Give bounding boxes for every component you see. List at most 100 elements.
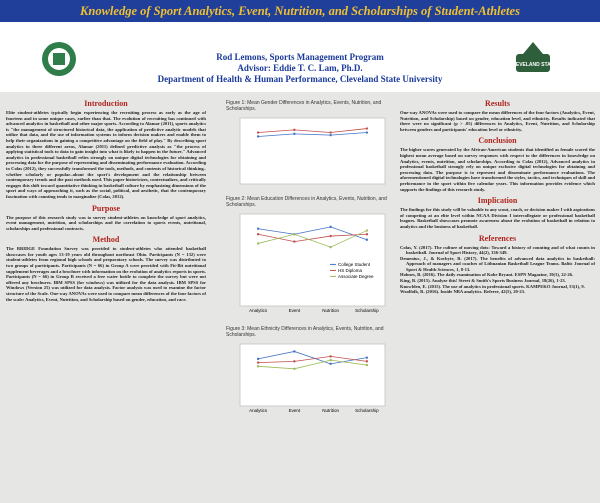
section: Purpose The purpose of this research stud… (6, 204, 206, 232)
x-tick-label: Nutrition (322, 308, 339, 313)
figure-caption: Figure 3: Mean Ethnicity Differences in … (226, 326, 384, 338)
x-tick-label: Scholarship (355, 308, 379, 313)
point (329, 133, 332, 137)
x-tick-label: Analytics (249, 408, 268, 413)
point (329, 358, 332, 362)
left-logo (42, 42, 76, 76)
header-band (0, 22, 600, 92)
point (256, 233, 260, 236)
series-line (258, 128, 367, 133)
point (365, 238, 369, 241)
x-tick-label: Scholarship (355, 408, 379, 413)
point (365, 360, 369, 363)
title: Knowledge of Sport Analytics, Event, Nut… (0, 0, 600, 22)
chart: Analytics Event Nutrition Scholarship (239, 343, 386, 413)
reference: Woolfolk, R. (2016). Inside NBA analytic… (400, 289, 526, 295)
section-heading: Method (92, 235, 120, 245)
figure-caption: Figure 1: Mean Gender Differences in Ana… (226, 100, 382, 112)
series-line (258, 233, 367, 243)
point (329, 225, 332, 229)
point (365, 229, 369, 232)
point (256, 227, 260, 230)
point (293, 132, 296, 136)
point (293, 367, 296, 370)
section-heading: References (478, 233, 517, 243)
section-heading: Results (485, 99, 510, 108)
section: Method The BRIDGE Foundation Survey was p… (6, 235, 206, 302)
figure: Figure 2: Mean Education Differences in … (226, 196, 396, 322)
point (329, 355, 332, 358)
legend-label: Associate Degree (338, 274, 374, 279)
point (293, 128, 296, 132)
series-line (258, 351, 367, 365)
point (256, 357, 260, 361)
chart (239, 117, 386, 185)
point (256, 365, 260, 368)
section-heading: Purpose (92, 203, 120, 213)
section-heading: Implication (477, 196, 518, 206)
section: Introduction Elite student-athletes typic… (6, 99, 206, 200)
department: Department of Health & Human Performance… (157, 74, 443, 84)
section-text: Elite student-athletes typically begin e… (6, 110, 206, 199)
author: Rod Lemons, Sports Management Program (216, 52, 384, 62)
plot-area (239, 117, 386, 185)
column: Results One-way ANOVAs were used to compa… (400, 95, 595, 500)
section-text: The higher scores generated by the Afric… (400, 147, 595, 192)
point (256, 135, 260, 138)
reference: Demeniuc, J., & Kovbyte, R. (2017). The … (400, 255, 595, 272)
x-tick-label: Event (289, 408, 301, 413)
point (329, 245, 332, 249)
point (293, 240, 296, 243)
x-tick-label: Nutrition (322, 408, 339, 413)
figure: Figure 1: Mean Gender Differences in Ana… (226, 100, 396, 192)
series-line (258, 226, 368, 241)
section: Conclusion The higher scores generated by… (400, 136, 595, 192)
series-line (258, 359, 367, 370)
section: Implication The findings for this study w… (400, 196, 595, 229)
section-text: The BRIDGE Foundation Survey was provide… (6, 246, 206, 302)
section-text: One-way ANOVAs were used to compare the … (400, 110, 595, 132)
section-heading: Introduction (84, 99, 128, 108)
advisor: Advisor: Eddie T. C. Lam, Ph.D. (237, 63, 363, 73)
figure-caption: Figure 2: Mean Education Differences in … (226, 196, 387, 208)
point (256, 131, 260, 134)
reference: King, B. (2015). Analyze this! Street & … (400, 278, 566, 284)
point (365, 131, 369, 134)
point (293, 350, 296, 353)
point (329, 234, 332, 238)
section: References Colas, Y. (2017). The culture … (400, 234, 595, 295)
x-tick-label: Analytics (249, 308, 268, 313)
legend-label: College Student (338, 262, 371, 267)
reference: Holmes, B. (2016). The daily examination… (400, 272, 574, 278)
reference: Knowlden, E. (2015). The use of analytic… (400, 283, 585, 289)
x-tick-label: Event (289, 308, 301, 313)
section-text: The findings for this study will be valu… (400, 207, 595, 229)
legend-label: HS Diploma (338, 268, 363, 273)
column: Figure 1: Mean Gender Differences in Ana… (226, 100, 396, 500)
point (365, 127, 369, 130)
series-line (258, 230, 368, 248)
section-heading: Conclusion (478, 136, 517, 146)
point (329, 362, 332, 366)
section-text: The purpose of this research study was t… (6, 214, 206, 231)
section: Results One-way ANOVAs were used to compa… (400, 99, 595, 132)
figure: Figure 3: Mean Ethnicity Differences in … (226, 326, 396, 422)
logo-text: CLEVELAND STATE (509, 62, 557, 68)
chart: Analytics Event Nutrition Scholarship Colleg… (239, 213, 386, 313)
point (256, 361, 260, 364)
point (365, 233, 369, 236)
series-line (258, 132, 367, 137)
column: Introduction Elite student-athletes typic… (6, 95, 206, 500)
point (365, 356, 369, 359)
point (329, 131, 332, 134)
point (256, 242, 260, 245)
series-line (258, 355, 367, 363)
plot-area (239, 343, 386, 407)
right-logo: CLEVELAND STATE (509, 42, 557, 72)
plot-area (239, 213, 386, 307)
point (365, 363, 369, 367)
point (293, 233, 296, 236)
reference: Colas, Y. (2017). The culture of moving … (400, 244, 595, 256)
point (293, 360, 296, 363)
